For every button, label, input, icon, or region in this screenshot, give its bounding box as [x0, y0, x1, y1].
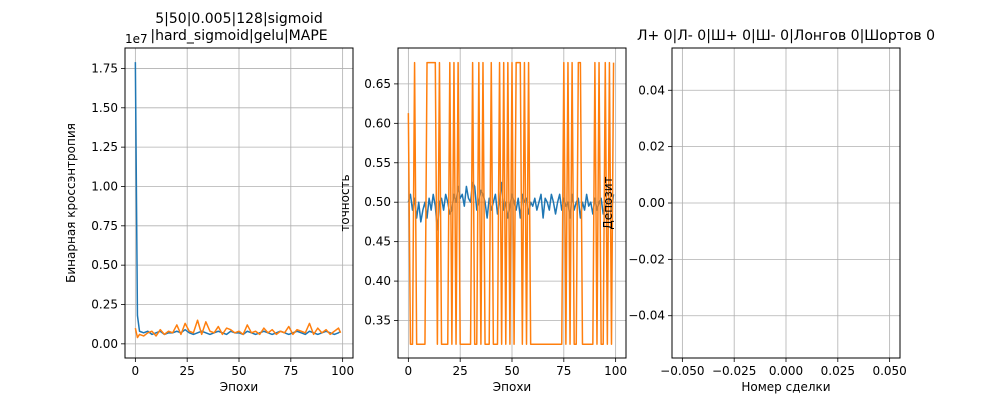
chart-title: 5|50|0.005|128|sigmoid |hard_sigmoid|gelu…	[150, 11, 327, 44]
chart-panel-3: −0.050 −0.025 0.000 0.025 0.050 −0.04 −0.02 0.0…	[601, 28, 935, 394]
x-tick-label: 0.025	[821, 364, 855, 378]
x-axis-label: Номер сделки	[741, 380, 830, 394]
y-axis-label: Депозит	[601, 176, 615, 229]
series-line-blue	[134, 62, 342, 336]
x-tick-label: −0.050	[660, 364, 704, 378]
y-tick-label: 0.35	[364, 314, 391, 328]
y-tick-label: 0.40	[364, 274, 391, 288]
y-tick-label: 0.45	[364, 235, 391, 249]
y-tick-label: 0.00	[638, 196, 665, 210]
y-tick-label: 0.02	[638, 140, 665, 154]
x-tick-label: 25	[180, 364, 195, 378]
series-line-orange	[407, 61, 615, 345]
chart-panel-2: 0 25 50 75 100 0.35 0.40 0.45 0.50 0.55 0.60 0.65 Эп…	[338, 47, 627, 394]
series-line-orange	[134, 319, 342, 339]
x-axis-label: Эпохи	[220, 380, 258, 394]
y-offset-text: 1e7	[125, 32, 148, 46]
x-tick-label: 50	[504, 364, 519, 378]
x-tick-label: 0.000	[769, 364, 803, 378]
x-tick-label: 100	[604, 364, 627, 378]
y-tick-label: 1.25	[91, 140, 118, 154]
y-tick-label: 0.00	[91, 337, 118, 351]
y-tick-label: 0.25	[91, 297, 118, 311]
x-tick-label: −0.025	[712, 364, 756, 378]
y-tick-label: 1.50	[91, 101, 118, 115]
y-tick-label: 1.00	[91, 179, 118, 193]
x-tick-label: 50	[231, 364, 246, 378]
chart-panel-1: 0 25 50 75 100 0.00 0.25 0.50 0.75 1.00 1.25 1.50 1.…	[64, 11, 354, 394]
y-tick-label: 0.50	[91, 258, 118, 272]
y-axis-label: Бинарная кроссэнтропия	[64, 123, 78, 283]
x-tick-label: 25	[453, 364, 468, 378]
y-tick-label: 0.75	[91, 219, 118, 233]
y-tick-label: −0.04	[628, 309, 665, 323]
x-tick-label: 0	[405, 364, 413, 378]
y-tick-label: 0.50	[364, 195, 391, 209]
x-tick-label: 100	[331, 364, 354, 378]
y-tick-label: 1.75	[91, 61, 118, 75]
x-axis-label: Эпохи	[493, 380, 531, 394]
y-tick-label: −0.02	[628, 252, 665, 266]
x-tick-label: 75	[556, 364, 571, 378]
y-tick-label: 0.60	[364, 116, 391, 130]
x-tick-label: 0.050	[872, 364, 906, 378]
y-tick-label: 0.65	[364, 77, 391, 91]
y-axis-label: точность	[338, 174, 352, 231]
chart-title: Л+ 0|Л- 0|Ш+ 0|Ш- 0|Лонгов 0|Шортов 0	[637, 28, 935, 44]
x-tick-label: 75	[283, 364, 298, 378]
y-tick-label: 0.04	[638, 83, 665, 97]
y-tick-label: 0.55	[364, 156, 391, 170]
x-tick-label: 0	[132, 364, 140, 378]
